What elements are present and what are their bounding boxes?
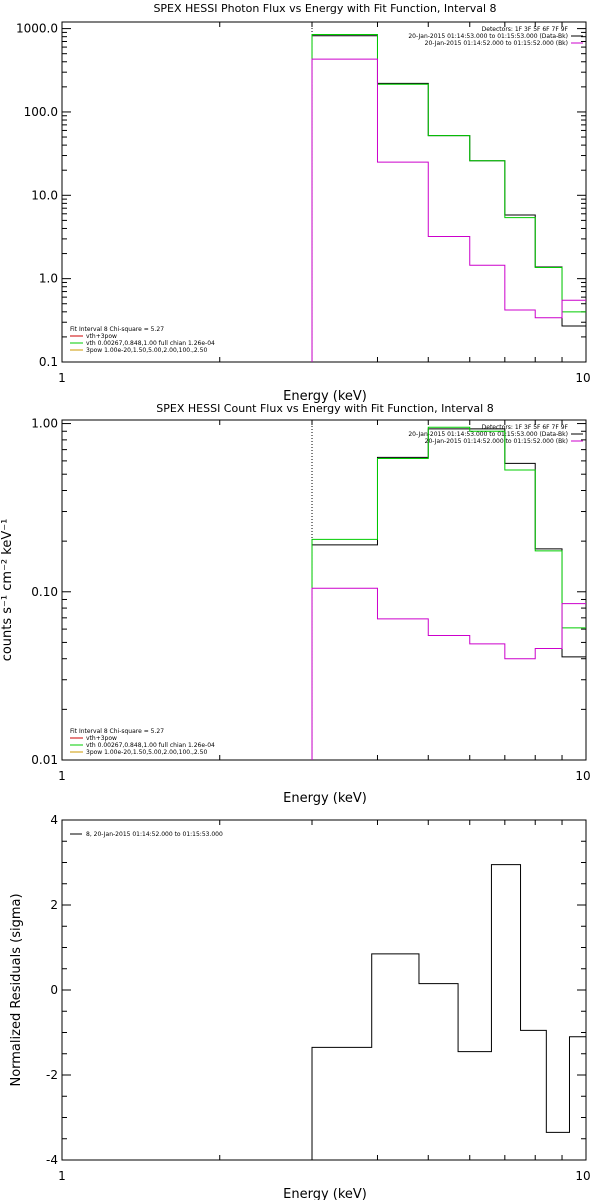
fit-info-line: Fit Interval 8 Chi-square = 5.27 [70,326,164,333]
fit-info: Fit Interval 8 Chi-square = 5.27 vth+3po… [70,728,215,756]
x-axis-label: Energy (keV) [283,791,367,806]
x-tick-label: 10 [575,1169,590,1183]
series-line [311,426,586,760]
photon-flux-panel: SPEX HESSI Photon Flux vs Energy with Fi… [16,2,591,404]
legend-text: 8, 20-Jan-2015 01:14:52.000 to 01:15:53.… [86,831,223,838]
count-flux-title: SPEX HESSI Count Flux vs Energy with Fit… [156,402,493,415]
fit-info-line: vth+3pow [86,333,117,340]
legend-right: Detectors: 1F 3F 5F 6F 7F 9F 20-Jan-2015… [408,424,583,445]
fit-info-line: 3pow 1.00e-20,1.50,5.00,2.00,100.,2.50 [86,749,207,756]
fit-info-line: vth 0.00267,0.848,1.00 full chian 1.26e-… [86,340,215,347]
x-axis-label: Energy (keV) [283,389,367,404]
y-tick-label: -2 [46,1068,58,1082]
x-tick-label: 1 [58,769,66,783]
legend-right: Detectors: 1F 3F 5F 6F 7F 9F 20-Jan-2015… [408,26,583,47]
plot-frame [61,419,587,761]
y-tick-label: 0.1 [39,355,58,369]
series-line [311,33,586,362]
series-line [311,587,586,760]
plot-frame [61,21,587,363]
count-flux-panel: SPEX HESSI Count Flux vs Energy with Fit… [0,402,591,806]
fit-info-line: vth 0.00267,0.848,1.00 full chian 1.26e-… [86,742,215,749]
legend-data-bk: 20-Jan-2015 01:14:53.000 to 01:15:53.000… [408,33,568,40]
legend-detectors: Detectors: 1F 3F 5F 6F 7F 9F [482,26,569,33]
fit-info: Fit Interval 8 Chi-square = 5.27 vth+3po… [70,326,215,354]
legend-data-bk: 20-Jan-2015 01:14:53.000 to 01:15:53.000… [408,431,568,438]
series-line [311,864,586,1160]
fit-info-line: 3pow 1.00e-20,1.50,5.00,2.00,100.,2.50 [86,347,207,354]
x-tick-label: 1 [58,371,66,385]
y-tick-label: 100.0 [24,105,58,119]
y-tick-label: 0.01 [31,753,58,767]
photon-flux-title: SPEX HESSI Photon Flux vs Energy with Fi… [153,2,496,15]
y-tick-label: 2 [50,898,58,912]
y-tick-label: 10.0 [31,188,58,202]
y-tick-label: -4 [46,1153,58,1167]
x-tick-label: 10 [575,769,590,783]
fit-info-line: Fit Interval 8 Chi-square = 5.27 [70,728,164,735]
series-line [311,58,586,362]
x-tick-label: 1 [58,1169,66,1183]
legend-bk: 20-Jan-2015 01:14:52.000 to 01:15:52.000… [425,438,568,445]
x-axis-label: Energy (keV) [283,1187,367,1200]
y-tick-label: 0 [50,983,58,997]
y-tick-label: 1.0 [39,272,58,286]
legend-detectors: Detectors: 1F 3F 5F 6F 7F 9F [482,424,569,431]
y-tick-label: 1000.0 [16,22,58,36]
x-tick-label: 10 [575,371,590,385]
fit-info-line: vth+3pow [86,735,117,742]
legend-bk: 20-Jan-2015 01:14:52.000 to 01:15:52.000… [425,40,568,47]
y-tick-label: 4 [50,813,58,827]
y-axis-label: Normalized Residuals (sigma) [9,893,24,1086]
residuals-panel: Normalized Residuals (sigma) 8, 20-Jan-2… [9,813,591,1200]
y-tick-label: 1.00 [31,417,58,431]
y-tick-label: 0.10 [31,585,58,599]
y-axis-label: counts s⁻¹ cm⁻² keV⁻¹ [0,519,15,662]
